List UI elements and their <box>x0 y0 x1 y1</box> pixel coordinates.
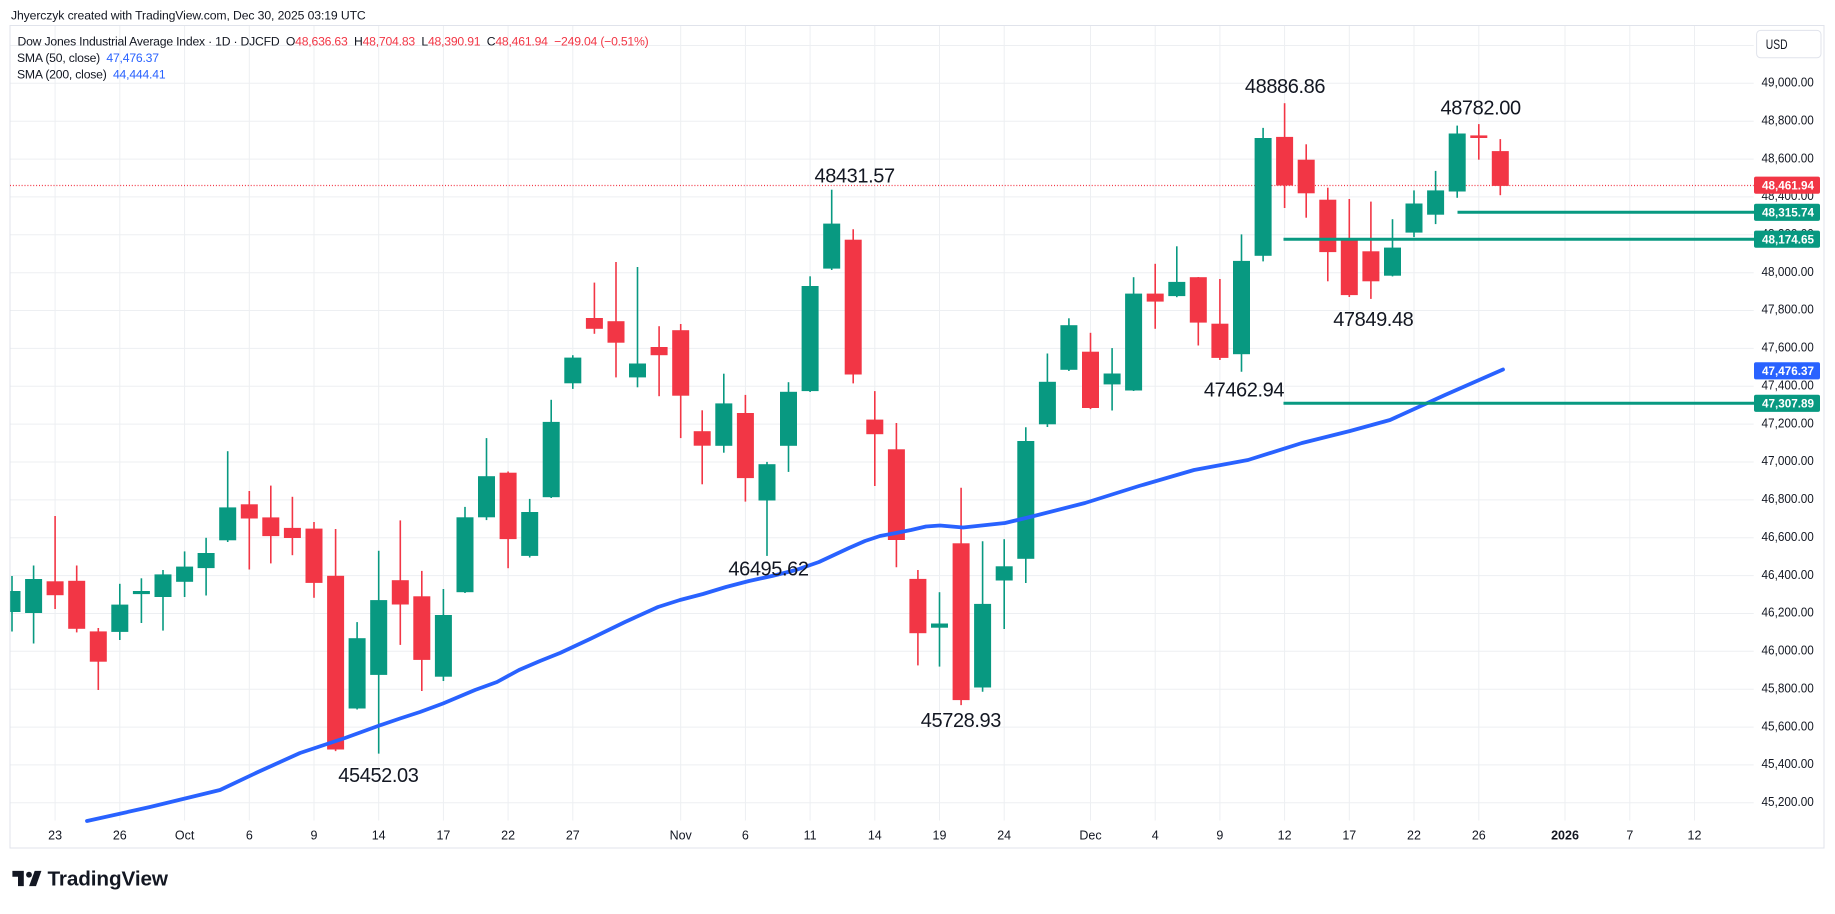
svg-text:49,000.00: 49,000.00 <box>1762 76 1814 90</box>
svg-text:45452.03: 45452.03 <box>338 765 418 787</box>
svg-text:17: 17 <box>1342 829 1356 843</box>
svg-text:Nov: Nov <box>670 829 693 843</box>
svg-text:TradingView: TradingView <box>48 868 169 891</box>
svg-text:48,600.00: 48,600.00 <box>1762 151 1814 165</box>
svg-text:47,200.00: 47,200.00 <box>1762 416 1814 430</box>
svg-text:22: 22 <box>501 829 515 843</box>
svg-text:9: 9 <box>1216 829 1223 843</box>
svg-text:46,200.00: 46,200.00 <box>1762 606 1814 620</box>
svg-text:48782.00: 48782.00 <box>1440 97 1520 119</box>
svg-text:48,000.00: 48,000.00 <box>1762 265 1814 279</box>
svg-text:USD: USD <box>1766 36 1788 52</box>
svg-text:47,800.00: 47,800.00 <box>1762 303 1814 317</box>
svg-text:48431.57: 48431.57 <box>814 165 894 187</box>
svg-text:48,800.00: 48,800.00 <box>1762 113 1814 127</box>
svg-text:47,400.00: 47,400.00 <box>1762 379 1814 393</box>
svg-text:14: 14 <box>868 829 882 843</box>
svg-text:11: 11 <box>804 829 817 843</box>
svg-text:48,315.74: 48,315.74 <box>1762 206 1814 220</box>
svg-text:2026: 2026 <box>1551 829 1579 843</box>
svg-text:19: 19 <box>933 829 947 843</box>
svg-text:47,476.37: 47,476.37 <box>1762 364 1814 378</box>
svg-text:45,400.00: 45,400.00 <box>1762 757 1814 771</box>
svg-text:46,000.00: 46,000.00 <box>1762 644 1814 658</box>
svg-text:7: 7 <box>1626 829 1633 843</box>
svg-text:24: 24 <box>997 829 1011 843</box>
svg-text:17: 17 <box>436 829 450 843</box>
svg-text:12: 12 <box>1688 829 1702 843</box>
svg-text:46,400.00: 46,400.00 <box>1762 568 1814 582</box>
svg-text:45,200.00: 45,200.00 <box>1762 795 1814 809</box>
svg-text:4: 4 <box>1152 829 1159 843</box>
svg-text:26: 26 <box>1472 829 1486 843</box>
svg-text:27: 27 <box>566 829 580 843</box>
svg-text:26: 26 <box>113 829 127 843</box>
svg-text:14: 14 <box>372 829 386 843</box>
svg-text:48886.86: 48886.86 <box>1245 76 1325 98</box>
svg-text:Jhyerczyk created with Trading: Jhyerczyk created with TradingView.com, … <box>11 9 366 23</box>
svg-text:47,000.00: 47,000.00 <box>1762 454 1814 468</box>
svg-text:47,600.00: 47,600.00 <box>1762 341 1814 355</box>
svg-text:47849.48: 47849.48 <box>1333 309 1413 331</box>
svg-text:SMA (200, close) 44,444.41: SMA (200, close) 44,444.41 <box>17 68 166 82</box>
svg-text:47462.94: 47462.94 <box>1204 379 1284 401</box>
svg-text:45728.93: 45728.93 <box>921 710 1001 732</box>
svg-text:Dow Jones Industrial Average I: Dow Jones Industrial Average Index · 1D … <box>18 35 649 49</box>
svg-text:12: 12 <box>1278 829 1292 843</box>
svg-text:SMA (50, close) 47,476.37: SMA (50, close) 47,476.37 <box>17 51 159 65</box>
svg-text:48,461.94: 48,461.94 <box>1762 179 1814 193</box>
svg-text:9: 9 <box>311 829 318 843</box>
svg-text:45,800.00: 45,800.00 <box>1762 681 1814 695</box>
svg-text:6: 6 <box>246 829 253 843</box>
svg-text:Oct: Oct <box>175 829 195 843</box>
svg-text:47,307.89: 47,307.89 <box>1762 397 1814 411</box>
svg-text:6: 6 <box>742 829 749 843</box>
svg-text:22: 22 <box>1407 829 1421 843</box>
svg-text:Dec: Dec <box>1079 829 1101 843</box>
svg-text:46,600.00: 46,600.00 <box>1762 530 1814 544</box>
svg-text:23: 23 <box>48 829 62 843</box>
svg-text:46,800.00: 46,800.00 <box>1762 492 1814 506</box>
svg-text:46495.62: 46495.62 <box>728 559 808 581</box>
svg-text:45,600.00: 45,600.00 <box>1762 719 1814 733</box>
svg-text:48,174.65: 48,174.65 <box>1762 233 1814 247</box>
